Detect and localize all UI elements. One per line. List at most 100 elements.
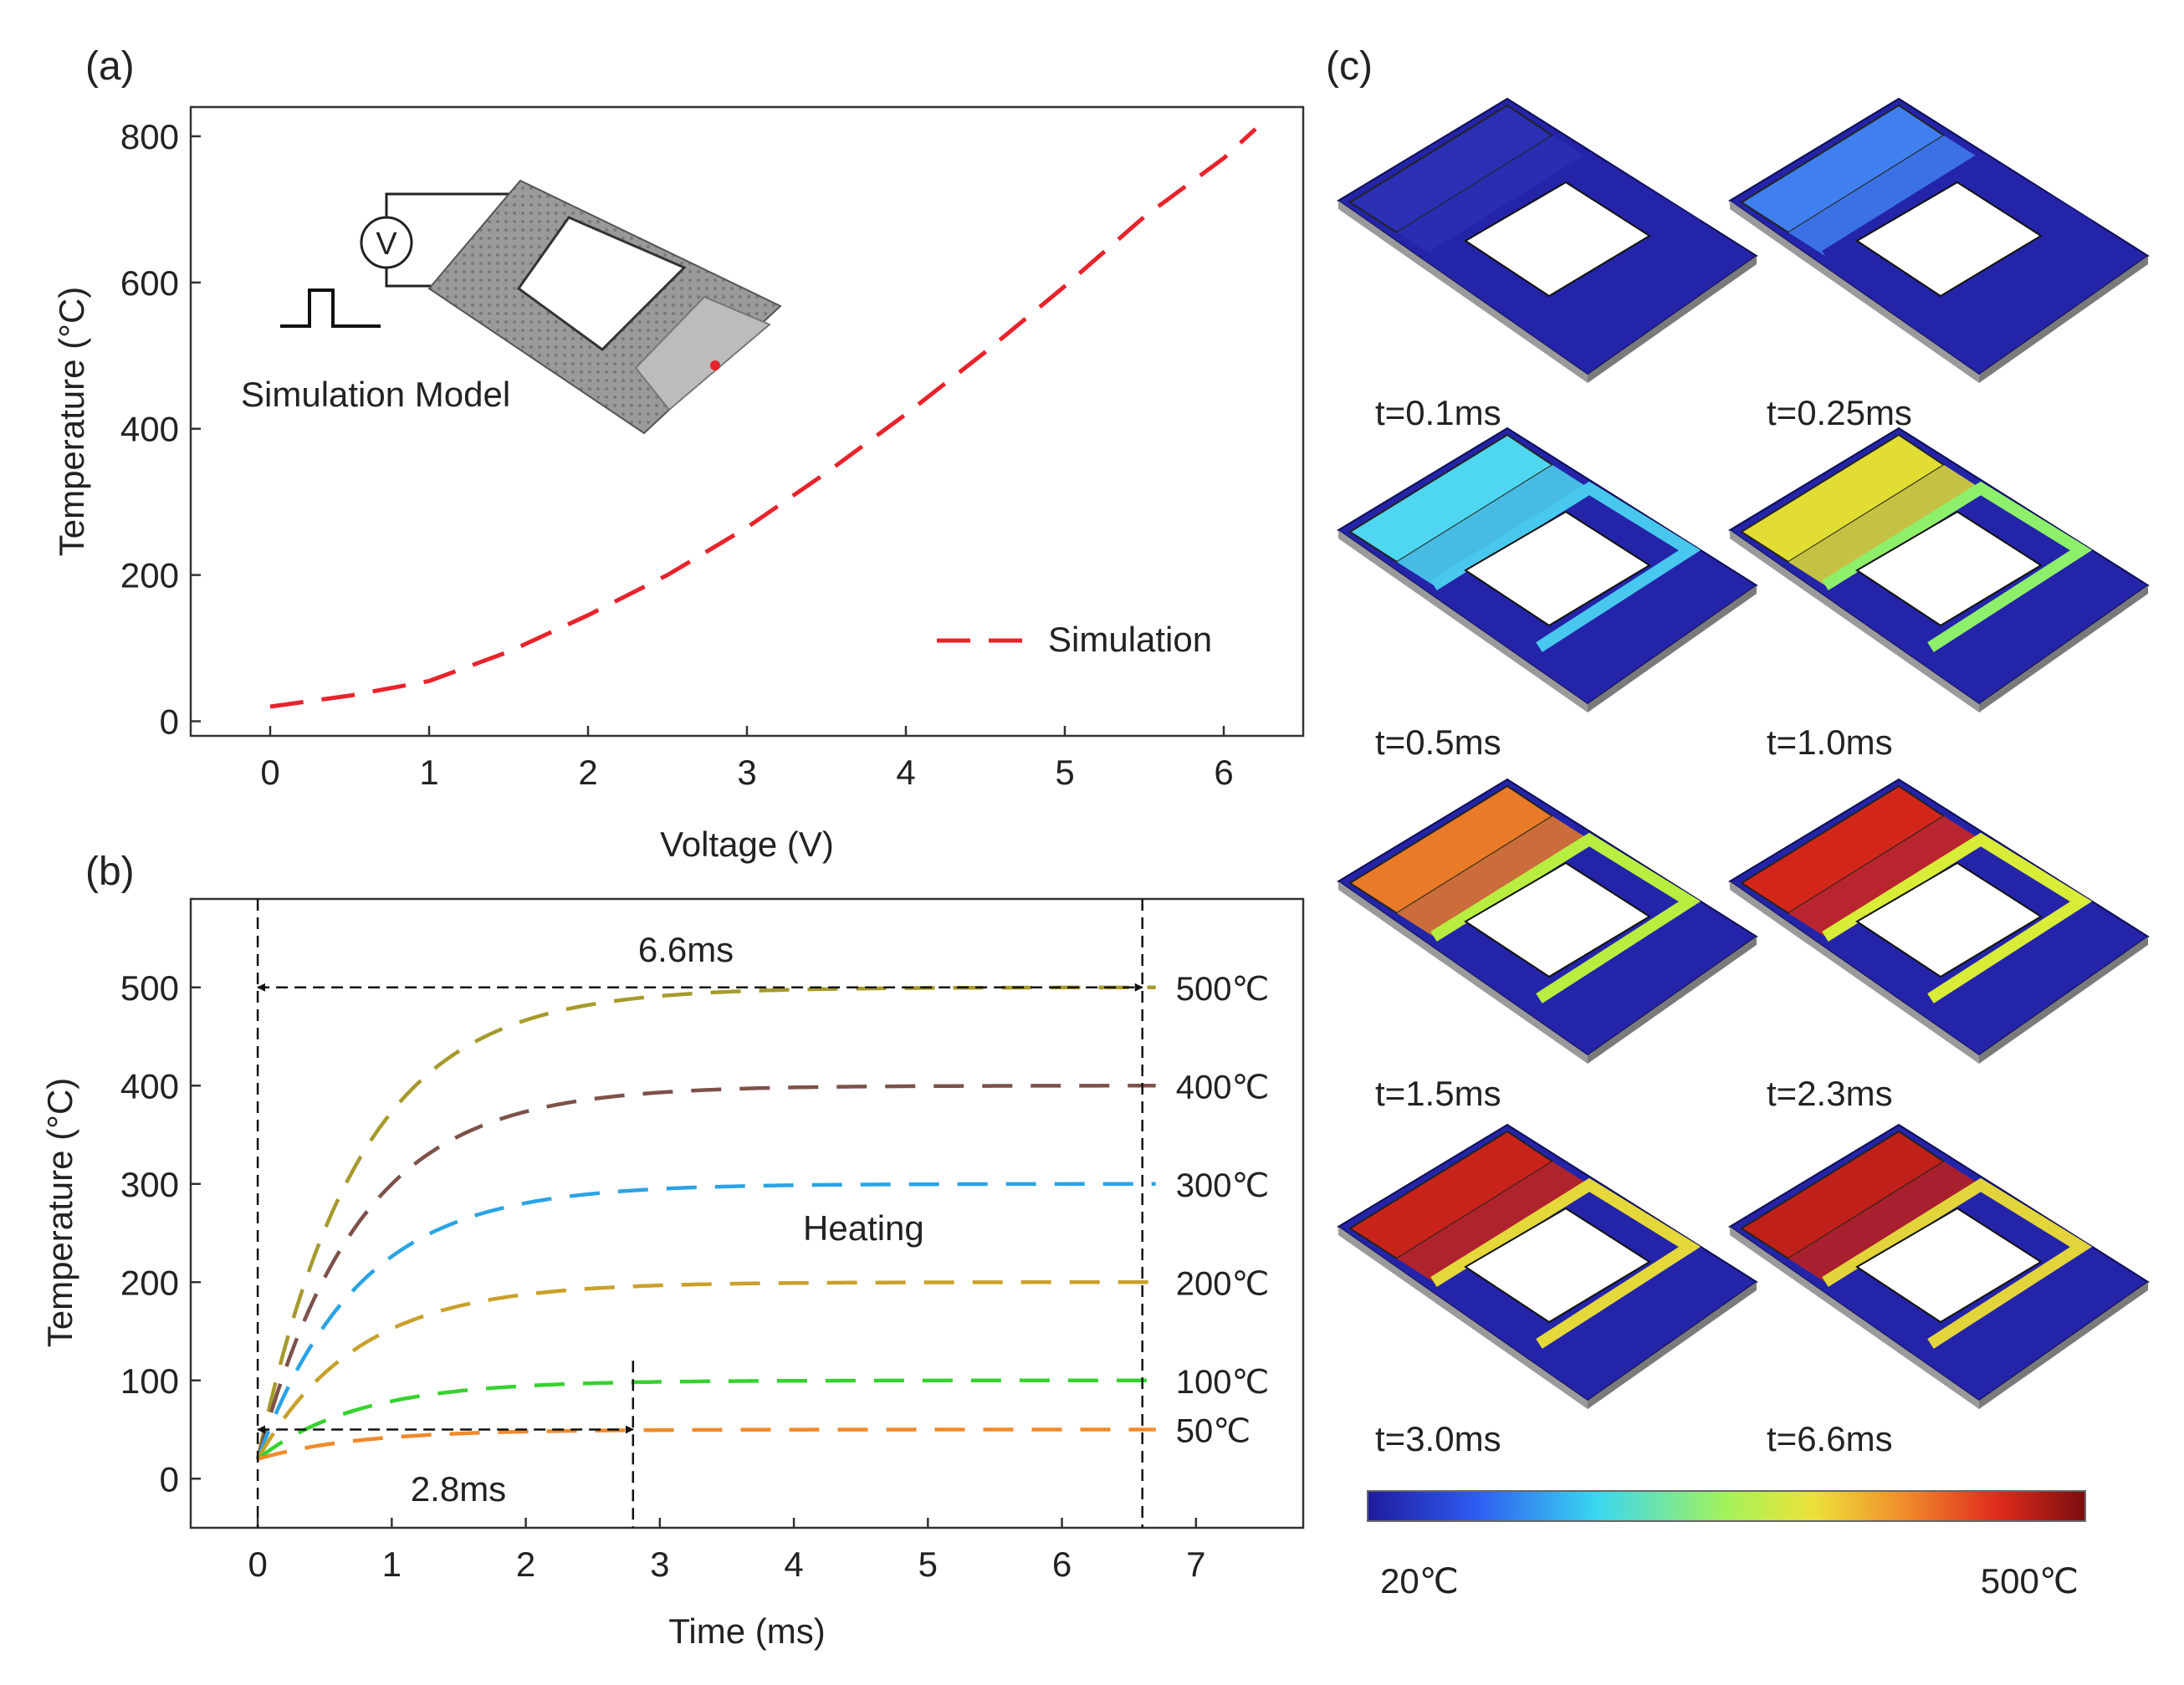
membrane-window <box>1855 510 2043 627</box>
y-tick-label: 400 <box>120 410 179 449</box>
time-label: t=0.25ms <box>1767 393 1912 432</box>
time-label: t=6.6ms <box>1767 1419 1893 1458</box>
lead-track <box>1430 151 1701 323</box>
chip-edge <box>1588 585 1757 712</box>
y-tick-label: 500 <box>120 968 179 1008</box>
membrane-window <box>1464 861 1651 978</box>
chip-edge <box>1338 1227 1588 1409</box>
y-tick-label: 800 <box>120 117 179 156</box>
target-label-100: 100℃ <box>1176 1364 1270 1401</box>
lead-track <box>1430 1177 1701 1349</box>
chip-edge <box>1338 530 1588 712</box>
x-tick-label: 2 <box>516 1545 535 1584</box>
heating-annotation: Heating <box>803 1208 924 1248</box>
colorbar-min-label: 20℃ <box>1380 1561 1459 1601</box>
target-label-400: 400℃ <box>1176 1069 1270 1105</box>
panel-a-label: (a) <box>85 44 135 89</box>
y-tick-label: 100 <box>120 1361 179 1401</box>
chip-edge <box>1588 937 1757 1064</box>
pulse-waveform-icon <box>280 288 381 328</box>
thermal-map-grid: t=0.1ms t=0.25ms t=0.5ms t=1.0ms t=1.5ms t=2.… <box>1337 97 2150 1458</box>
time-label: t=3.0ms <box>1375 1419 1501 1458</box>
chip-edge <box>1588 256 1757 383</box>
y-tick-label: 200 <box>120 1263 179 1302</box>
target-label-300: 300℃ <box>1176 1167 1270 1204</box>
heater-coil-region <box>1397 135 1589 256</box>
y-tick-label: 0 <box>160 1459 179 1499</box>
thermal-map <box>1337 426 1758 712</box>
x-axis-b: 0 1 2 3 4 5 6 7 <box>248 1518 1205 1584</box>
chip-edge <box>1979 585 2148 712</box>
chip-edge <box>1730 530 1979 712</box>
chip-edge <box>1588 1282 1757 1409</box>
x-tick-label: 0 <box>248 1545 267 1584</box>
panel-c: (c) t=0.1ms t=0.25ms t=0.5ms t=1.0ms t=1.5ms… <box>1326 44 2150 1601</box>
x-tick-label: 3 <box>650 1545 669 1584</box>
lead-track <box>1430 832 1701 1003</box>
heater-coil-region <box>1788 1162 1981 1282</box>
lead-track <box>1822 151 2093 323</box>
x-tick-label: 5 <box>1055 753 1074 792</box>
x-tick-label: 1 <box>419 753 438 792</box>
x-tick-label: 3 <box>737 753 756 792</box>
y-tick-label: 200 <box>120 556 179 595</box>
y-tick-label: 0 <box>160 702 179 742</box>
heating-curve-400 <box>255 1084 1156 1460</box>
thermal-map <box>1337 1123 1758 1409</box>
lead-track <box>1430 481 1701 652</box>
target-label-500: 500℃ <box>1176 971 1270 1008</box>
x-axis-label-a: Voltage (V) <box>660 825 834 864</box>
membrane-window <box>1464 510 1651 627</box>
membrane-window <box>1855 861 2043 978</box>
thermal-map <box>1728 426 2150 712</box>
voltmeter-symbol: V <box>376 227 397 262</box>
chip-edge <box>1730 201 1979 383</box>
chip-edge <box>1338 881 1588 1064</box>
legend-label-simulation: Simulation <box>1048 620 1212 659</box>
panel-a: (a) 0 1 2 3 4 5 6 0 200 400 600 800 Voltage (V) Te… <box>52 44 1305 864</box>
target-label-50: 50℃ <box>1176 1413 1251 1450</box>
y-tick-label: 600 <box>120 263 179 303</box>
timing-annotations <box>256 899 1143 1528</box>
x-axis-label-b: Time (ms) <box>668 1611 825 1651</box>
chip-edge <box>1979 937 2148 1064</box>
time-label: t=0.5ms <box>1375 723 1501 762</box>
chip-edge <box>1979 1282 2148 1409</box>
heater-coil-region <box>1397 465 1589 585</box>
y-axis-label-b: Temperature (°C) <box>40 1078 79 1348</box>
x-tick-label: 0 <box>260 753 279 792</box>
lead-track <box>1822 1177 2093 1349</box>
membrane-window <box>1464 1207 1651 1324</box>
thermal-map <box>1728 1123 2150 1409</box>
probe-point-marker <box>710 360 720 370</box>
heating-curve-50 <box>257 1427 1156 1461</box>
membrane-window <box>1855 1207 2043 1324</box>
span-label-long: 6.6ms <box>638 930 734 969</box>
time-label: t=0.1ms <box>1375 393 1501 432</box>
time-label: t=1.5ms <box>1375 1074 1501 1113</box>
heater-coil-region <box>1397 816 1589 937</box>
panel-b-label: (b) <box>85 850 135 894</box>
heater-coil-region <box>1397 1162 1589 1282</box>
heating-curve-500 <box>255 985 1156 1460</box>
colorbar-max-label: 500℃ <box>1981 1561 2079 1601</box>
heating-curve-100 <box>256 1378 1156 1461</box>
membrane-window <box>1855 181 2043 298</box>
x-tick-label: 6 <box>1214 753 1233 792</box>
heating-curve-300 <box>255 1182 1156 1460</box>
simulation-series-line <box>269 127 1257 709</box>
chip-window <box>516 216 687 351</box>
heating-curves: 500℃ 400℃ 300℃ 200℃ 100℃ 50℃ <box>255 971 1270 1461</box>
heater-coil-region <box>1788 135 1981 256</box>
span-label-short: 2.8ms <box>411 1469 506 1509</box>
chip-edge <box>1979 256 2148 383</box>
lead-track <box>1822 481 2093 652</box>
thermal-map <box>1337 778 1758 1064</box>
chip-edge <box>1338 201 1588 383</box>
x-tick-label: 1 <box>382 1545 402 1584</box>
lead-track <box>1822 832 2093 1003</box>
x-axis-a: 0 1 2 3 4 5 6 <box>260 726 1234 792</box>
y-axis-label-a: Temperature (°C) <box>52 287 91 557</box>
